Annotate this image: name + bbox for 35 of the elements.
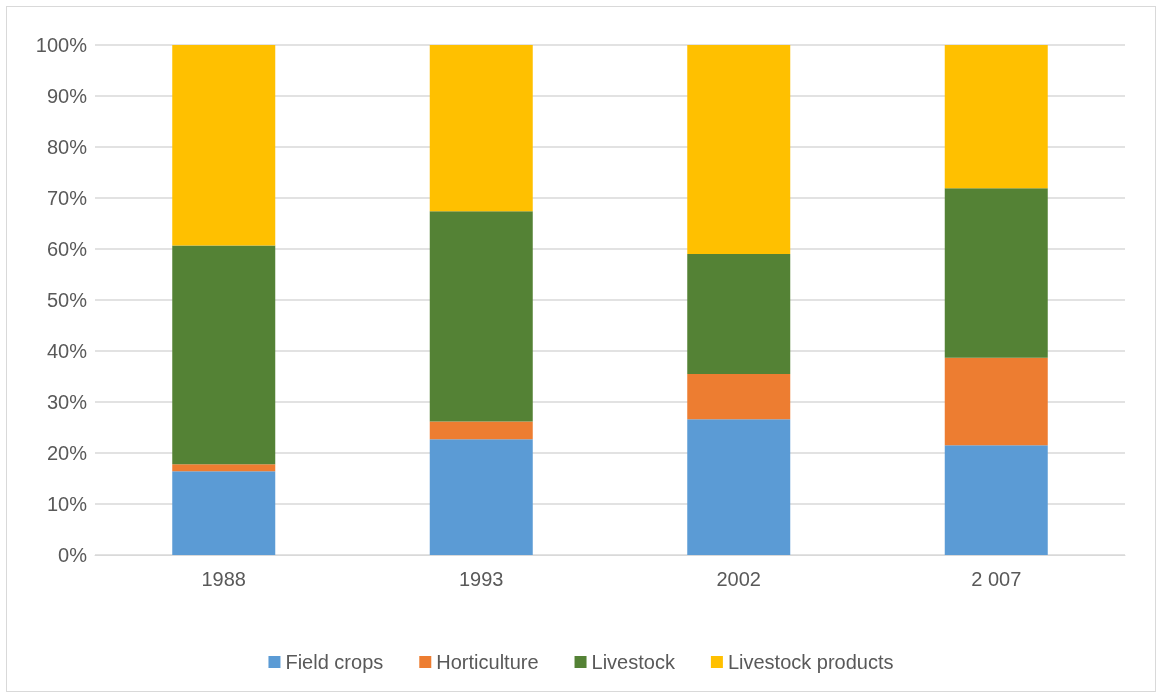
y-tick-label: 0% (58, 544, 88, 566)
bar (944, 357, 1048, 446)
legend-label: Livestock products (727, 651, 894, 673)
y-tick-label: 40% (46, 340, 88, 362)
legend-label: Horticulture (436, 651, 539, 673)
bar (687, 45, 791, 255)
bar (944, 188, 1048, 358)
bar (687, 419, 791, 555)
x-tick-label: 1993 (459, 568, 504, 590)
y-tick-label: 100% (35, 34, 88, 56)
bar (429, 421, 533, 440)
x-tick-label: 1988 (201, 568, 246, 590)
bar (429, 439, 533, 555)
y-tick-label: 20% (46, 442, 88, 464)
legend-label: Livestock (591, 651, 676, 673)
y-tick-label: 80% (46, 136, 88, 158)
y-tick-label: 70% (46, 187, 88, 209)
y-tick-label: 10% (46, 493, 88, 515)
legend-label: Field crops (285, 651, 384, 673)
x-tick-label: 2002 (716, 568, 761, 590)
x-tick-label: 2 007 (971, 568, 1022, 590)
bar (429, 45, 533, 212)
bar (172, 471, 276, 555)
bar (172, 245, 276, 465)
bar (429, 211, 533, 422)
bar (172, 464, 276, 472)
y-tick-label: 50% (46, 289, 88, 311)
bar (944, 445, 1048, 555)
bar (687, 254, 791, 374)
y-tick-label: 30% (46, 391, 88, 413)
bar (944, 45, 1048, 189)
bar (687, 373, 791, 420)
y-tick-label: 90% (46, 85, 88, 107)
y-tick-label: 60% (46, 238, 88, 260)
bar (172, 45, 276, 246)
